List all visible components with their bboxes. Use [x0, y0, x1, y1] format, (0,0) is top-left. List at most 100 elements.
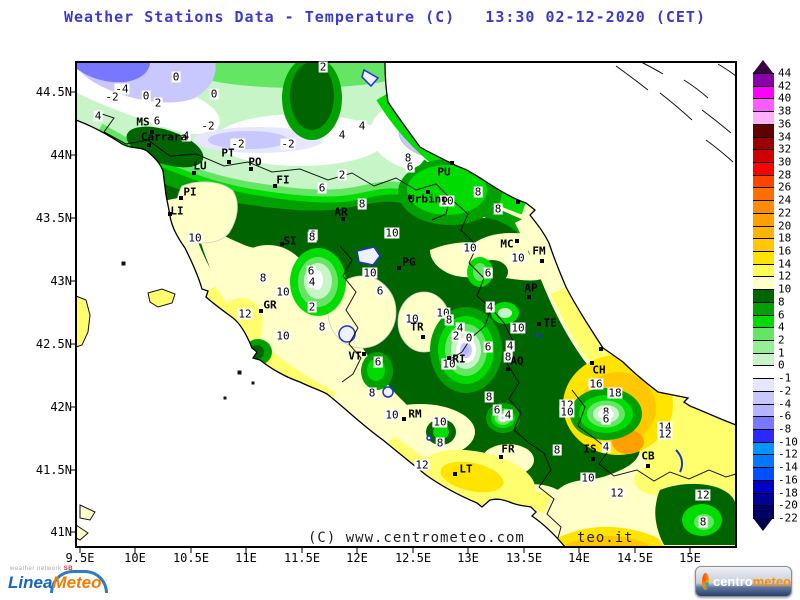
contour-label: 4 [505, 339, 515, 353]
centrometeo-logo[interactable]: centrometeo [695, 566, 792, 597]
y-tick-label: 42N [50, 400, 72, 414]
contour-label: -2 [280, 137, 296, 151]
colorbar-label: 24 [778, 193, 792, 207]
contour-label: 6 [375, 284, 385, 298]
x-tick-label: 11.5E [283, 551, 321, 565]
station-dot [421, 335, 425, 339]
station-label: Urbino [408, 192, 448, 206]
colorbar-label: 10 [778, 282, 792, 296]
colorbar-label: 6 [778, 308, 785, 322]
y-tick-label: 42.5N [35, 337, 72, 351]
colorbar-box [753, 403, 774, 418]
station-label: LU [193, 159, 207, 173]
station-dot [402, 417, 406, 421]
colorbar-box [753, 161, 774, 176]
contour-label: 6 [317, 181, 327, 195]
contour-label: 4 [503, 408, 513, 422]
station-label: PU [437, 165, 451, 179]
colorbar-box [753, 123, 774, 138]
contour-label: 4 [455, 321, 465, 335]
colorbar-box [753, 187, 774, 202]
cold-core-gran-sasso [491, 302, 519, 324]
contour-label: 6 [601, 412, 611, 426]
x-tick-label: 12.5E [394, 551, 432, 565]
contour-label: 6 [405, 160, 415, 174]
contour-label: 6 [483, 266, 493, 280]
colorbar-box [753, 263, 774, 278]
contour-label: 8 [435, 436, 445, 450]
station-dot [150, 130, 154, 134]
contour-label: 16 [588, 377, 604, 391]
colorbar-box [753, 327, 774, 341]
colorbar-box [753, 505, 774, 519]
colorbar-box [753, 136, 774, 151]
contour-label: -2 [230, 137, 246, 151]
colorbar-box [753, 314, 774, 329]
station-dot [540, 259, 544, 263]
contour-label: 0 [209, 87, 219, 101]
colorbar-box [753, 416, 774, 430]
station-dot [249, 167, 253, 171]
contour-label: 10 [275, 285, 291, 299]
colorbar-label: 4 [778, 320, 785, 334]
station-label: TR [410, 320, 424, 334]
colorbar-label: -6 [778, 409, 792, 423]
contour-label: 8 [444, 313, 454, 327]
colorbar-box [753, 390, 774, 405]
colorbar-box [753, 479, 774, 494]
contour-label: 8 [367, 386, 377, 400]
contour-label: 8 [484, 390, 494, 404]
contour-label: 2 [153, 96, 163, 110]
x-tick-label: 12E [346, 551, 368, 565]
contour-label: 8 [503, 350, 513, 364]
contour-label: 6 [306, 264, 316, 278]
station-label: LI [170, 204, 184, 218]
x-tick-label: 9.5E [65, 551, 95, 565]
croatian-islands [615, 61, 737, 163]
colorbar-label: 38 [778, 104, 792, 118]
station-dot [516, 200, 520, 204]
colorbar-box [753, 250, 774, 265]
contour-label: 12 [657, 427, 673, 441]
station-dot [537, 322, 541, 326]
contour-label: 12 [695, 488, 711, 502]
station-dot [426, 190, 430, 194]
station-label: IS [583, 442, 597, 456]
colorbar-arrow-down [753, 517, 773, 531]
station-label: PI [183, 185, 197, 199]
x-tick-label: 15E [679, 551, 701, 565]
contour-label: 10 [404, 312, 420, 326]
y-tick-label: 41N [50, 525, 72, 539]
contour-label: 10 [275, 329, 291, 343]
contour-label: 8 [698, 515, 708, 529]
contour-label: 10 [187, 231, 203, 245]
contour-label: 2 [451, 329, 461, 343]
colorbar-box [753, 149, 774, 163]
x-tick-label: 13E [457, 551, 479, 565]
contour-label: 6 [152, 114, 162, 128]
station-label: AP [524, 281, 538, 295]
contour-label: 10 [441, 357, 457, 371]
colorbar-label: 26 [778, 180, 792, 194]
contour-label: 10 [580, 471, 596, 485]
station-dot [192, 171, 196, 175]
contour-label: 8 [473, 185, 483, 199]
colorbar-box [753, 85, 774, 100]
lineameteo-logo[interactable]: weather network SB LineaMeteo [8, 566, 118, 598]
station-dot [408, 195, 412, 199]
station-dot [280, 242, 284, 246]
station-dot [450, 161, 454, 165]
station-dot [273, 184, 277, 188]
station-label: CH [592, 363, 606, 377]
colorbar-label: 14 [778, 257, 792, 271]
contour-label: 10 [384, 408, 400, 422]
colorbar-box [753, 98, 774, 113]
colorbar-label: -10 [778, 435, 798, 449]
colorbar-label: -12 [778, 447, 798, 461]
contour-label: 6 [373, 355, 383, 369]
colorbar-label: 36 [778, 117, 792, 131]
station-dot [168, 212, 172, 216]
station-label: FR [501, 442, 515, 456]
station-dot [506, 367, 510, 371]
station-label: MS [136, 115, 150, 129]
